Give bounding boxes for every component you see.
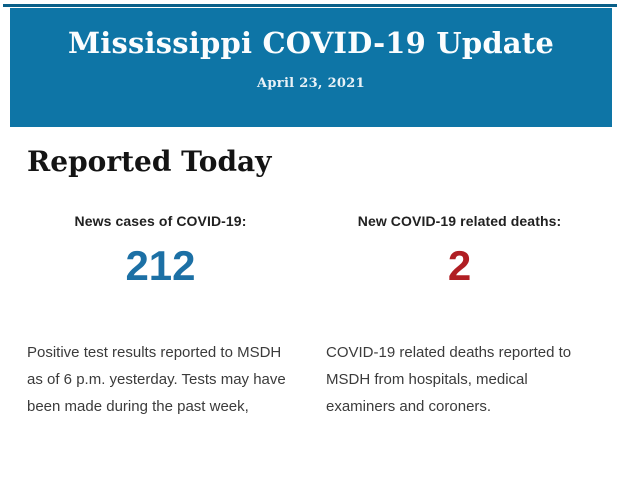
newsletter-header: Mississippi COVID-19 Update April 23, 20… — [10, 8, 612, 127]
newsletter-date: April 23, 2021 — [257, 76, 365, 92]
content-area: Reported Today News cases of COVID-19: 2… — [0, 145, 620, 420]
new-cases-description: Positive test results reported to MSDH a… — [27, 343, 286, 415]
new-cases-label: News cases of COVID-19: — [74, 212, 247, 229]
reported-today-heading: Reported Today — [27, 145, 272, 178]
newsletter-title: Mississippi COVID-19 Update — [67, 26, 555, 60]
new-deaths-description: COVID-19 related deaths reported to MSDH… — [326, 343, 572, 415]
new-cases-value: 212 — [125, 241, 196, 289]
stat-new-deaths: New COVID-19 related deaths: 2 COVID-19 … — [326, 213, 593, 420]
new-deaths-label: New COVID-19 related deaths: — [357, 212, 562, 229]
stat-new-cases: News cases of COVID-19: 212 Positive tes… — [27, 213, 294, 420]
header-top-rule — [3, 4, 617, 7]
stats-row: News cases of COVID-19: 212 Positive tes… — [27, 213, 593, 420]
new-deaths-value: 2 — [447, 241, 472, 289]
